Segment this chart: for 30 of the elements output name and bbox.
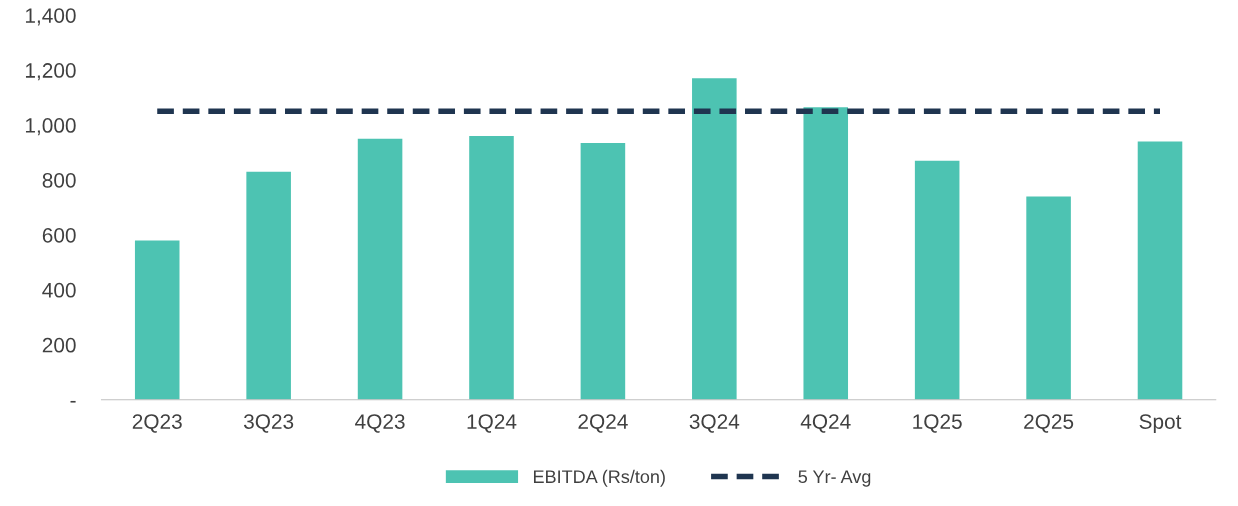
bar — [580, 142, 626, 400]
y-tick-label: - — [70, 400, 76, 403]
bar — [134, 240, 180, 400]
y-tick-label: 600 — [42, 227, 76, 243]
bar — [1137, 141, 1183, 400]
x-tick-label: 2Q25 — [1024, 414, 1074, 433]
y-tick-label: 1,000 — [25, 118, 76, 136]
x-tick-label: 1Q24 — [467, 414, 517, 433]
y-tick-label: 800 — [42, 172, 76, 188]
legend-label: EBITDA (Rs/ton) — [533, 469, 665, 487]
y-tick-label: 1,200 — [25, 63, 76, 81]
x-tick-label: 4Q24 — [800, 414, 851, 433]
x-tick-label: 4Q23 — [355, 414, 405, 433]
x-tick-label: 3Q24 — [689, 414, 740, 433]
y-tick-label: 400 — [42, 282, 76, 298]
x-tick-label: 2Q24 — [578, 414, 628, 433]
y-tick-label: 200 — [42, 337, 76, 353]
y-tick-label: 1,400 — [25, 8, 76, 26]
legend-label: 5 Yr- Avg — [798, 470, 871, 487]
bar — [803, 107, 849, 400]
x-tick-label: 1Q25 — [913, 414, 962, 433]
bar — [469, 136, 514, 400]
x-tick-label: 3Q23 — [243, 414, 294, 433]
bar — [1026, 196, 1071, 400]
bar — [914, 160, 960, 400]
bar — [357, 138, 403, 400]
x-tick-label: 2Q23 — [132, 414, 182, 433]
bar — [246, 171, 291, 400]
x-tick-label: Spot — [1139, 414, 1182, 434]
bar — [692, 78, 737, 400]
